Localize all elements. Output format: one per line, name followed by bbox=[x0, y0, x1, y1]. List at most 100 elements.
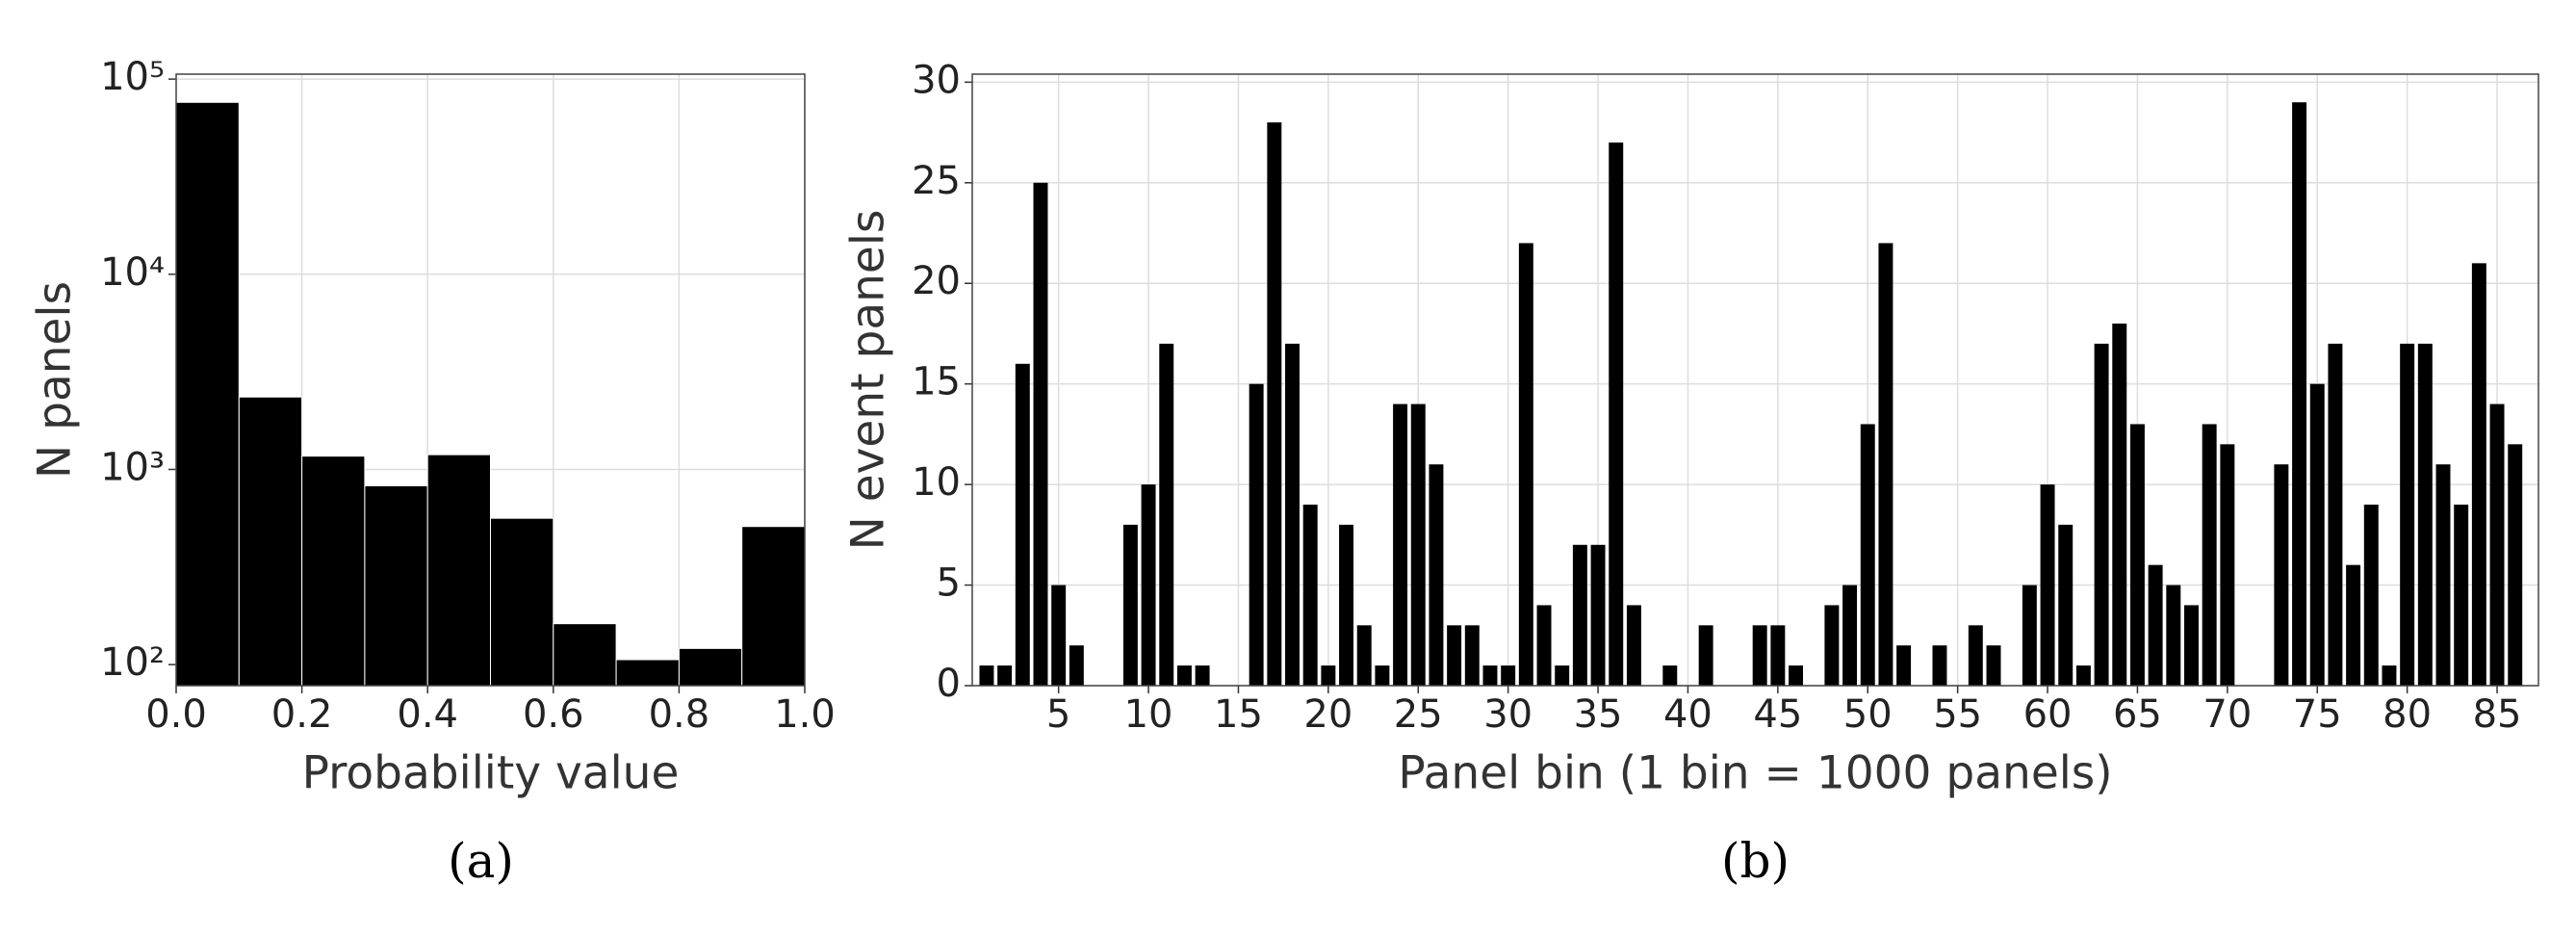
bar bbox=[2274, 464, 2289, 686]
bar bbox=[2129, 424, 2145, 686]
x-tick-label: 85 bbox=[2473, 692, 2522, 737]
histogram-bar bbox=[678, 647, 743, 687]
bar bbox=[2166, 585, 2181, 686]
bar bbox=[2489, 403, 2505, 686]
panel-label: (a) bbox=[448, 833, 514, 889]
bar bbox=[1410, 403, 1426, 686]
x-tick-label: 0.8 bbox=[649, 692, 710, 737]
x-tick-label: 25 bbox=[1394, 692, 1443, 737]
histogram-bar bbox=[553, 623, 617, 687]
bar bbox=[1824, 605, 1840, 686]
bar bbox=[1069, 645, 1084, 686]
bar bbox=[2292, 102, 2307, 687]
bar bbox=[1860, 424, 1875, 686]
histogram-bar bbox=[426, 454, 492, 687]
bar bbox=[2022, 585, 2037, 686]
histogram-bar bbox=[238, 396, 303, 687]
bar bbox=[1590, 544, 1606, 686]
y-tick-label: 10⁴ bbox=[100, 250, 165, 295]
bar bbox=[1285, 343, 1300, 686]
bar bbox=[2220, 444, 2235, 686]
bar bbox=[1176, 665, 1192, 686]
x-axis-label: Panel bin (1 bin = 1000 panels) bbox=[1398, 747, 2112, 800]
bar bbox=[1482, 665, 1498, 686]
bar bbox=[2328, 343, 2343, 686]
x-tick-label: 5 bbox=[1046, 692, 1070, 737]
bar bbox=[1896, 645, 1912, 686]
bar bbox=[1267, 122, 1282, 686]
x-tick-label: 45 bbox=[1753, 692, 1802, 737]
bar bbox=[1968, 625, 1983, 686]
bar bbox=[2184, 605, 2199, 686]
x-tick-label: 15 bbox=[1214, 692, 1263, 737]
x-tick-label: 0.2 bbox=[271, 692, 333, 737]
bar bbox=[1536, 605, 1552, 686]
bar bbox=[1375, 665, 1390, 686]
bar bbox=[997, 665, 1013, 686]
x-tick-label: 75 bbox=[2293, 692, 2342, 737]
y-tick-label: 30 bbox=[912, 58, 961, 102]
axes-frame bbox=[971, 73, 2539, 687]
bar bbox=[1051, 585, 1067, 686]
bar bbox=[1878, 243, 1893, 687]
y-tick-label: 15 bbox=[912, 360, 961, 404]
bar bbox=[1249, 383, 1264, 686]
bar bbox=[1986, 645, 2001, 686]
y-tick-label: 25 bbox=[912, 159, 961, 203]
y-axis-label: N event panels bbox=[842, 210, 895, 551]
bar bbox=[1698, 625, 1713, 686]
histogram-bar bbox=[301, 455, 366, 687]
x-tick-label: 20 bbox=[1303, 692, 1352, 737]
bar bbox=[2382, 665, 2397, 686]
bar bbox=[2471, 263, 2486, 686]
bar bbox=[1015, 363, 1030, 686]
bar bbox=[1789, 665, 1804, 686]
bar bbox=[1195, 665, 1210, 686]
x-axis-label: Probability value bbox=[302, 747, 680, 800]
bar bbox=[2094, 343, 2109, 686]
bar bbox=[1302, 505, 1318, 686]
y-tick-label: 10³ bbox=[100, 445, 165, 489]
histogram-bar bbox=[175, 101, 240, 687]
bar bbox=[1752, 625, 1767, 686]
y-tick-label: 10 bbox=[912, 460, 961, 505]
bar bbox=[1932, 645, 1947, 686]
bar bbox=[2309, 383, 2325, 686]
bar bbox=[1501, 665, 1516, 686]
bar bbox=[1626, 605, 1641, 686]
bar bbox=[1609, 143, 1624, 687]
y-axis-label: N panels bbox=[29, 281, 82, 479]
bar bbox=[1141, 484, 1156, 686]
y-tick-label: 10² bbox=[100, 640, 165, 685]
histogram-bar bbox=[741, 526, 806, 687]
y-tick-label: 0 bbox=[937, 662, 961, 706]
x-tick-label: 55 bbox=[1933, 692, 1982, 737]
bar bbox=[1339, 524, 1354, 686]
x-tick-label: 80 bbox=[2383, 692, 2432, 737]
x-tick-label: 60 bbox=[2023, 692, 2073, 737]
x-tick-label: 30 bbox=[1483, 692, 1533, 737]
bar bbox=[2508, 444, 2523, 686]
x-tick-label: 10 bbox=[1124, 692, 1173, 737]
histogram-bar bbox=[490, 517, 554, 687]
bar bbox=[1321, 665, 1336, 686]
x-tick-label: 1.0 bbox=[774, 692, 836, 737]
bar bbox=[2148, 564, 2163, 686]
bar bbox=[2454, 505, 2469, 686]
bar bbox=[2112, 324, 2127, 686]
bar bbox=[2058, 524, 2074, 686]
bar bbox=[1518, 243, 1533, 687]
y-tick-label: 20 bbox=[912, 259, 961, 303]
bar bbox=[1447, 625, 1462, 686]
x-tick-label: 50 bbox=[1843, 692, 1893, 737]
bar bbox=[1159, 343, 1174, 686]
axes-frame bbox=[175, 73, 806, 687]
bar bbox=[1122, 524, 1138, 686]
bar bbox=[1770, 625, 1786, 686]
x-tick-label: 0.0 bbox=[145, 692, 207, 737]
bar bbox=[2435, 464, 2451, 686]
bar bbox=[1356, 625, 1372, 686]
bar bbox=[1429, 464, 1444, 686]
x-tick-label: 70 bbox=[2202, 692, 2252, 737]
